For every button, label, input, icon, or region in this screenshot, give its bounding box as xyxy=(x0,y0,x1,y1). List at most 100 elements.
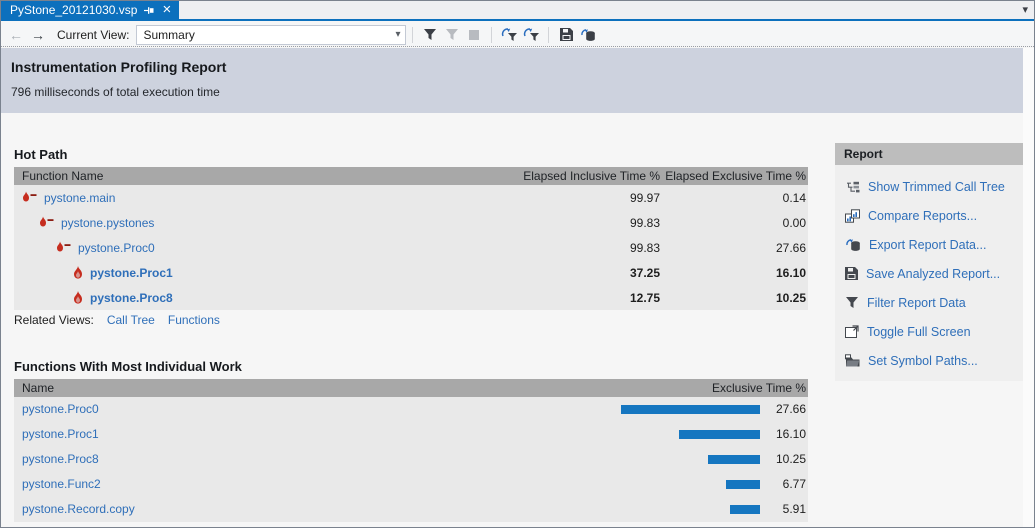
inclusive-value: 37.25 xyxy=(629,265,660,280)
filter-icon xyxy=(845,296,859,309)
function-link[interactable]: pystone.Proc8 xyxy=(90,290,173,305)
hot-path-table: Function Name Elapsed Inclusive Time % E… xyxy=(14,167,808,310)
menu-item-export-report-data[interactable]: Export Report Data... xyxy=(835,230,1023,259)
exclusive-time-bar xyxy=(679,430,760,439)
reapply-filter-icon[interactable] xyxy=(498,25,520,45)
table-row: pystone.Proc8 12.75 10.25 xyxy=(14,285,808,310)
view-selector-dropdown[interactable]: Summary ▾ xyxy=(136,24,407,45)
toolbar-separator xyxy=(548,26,550,43)
individual-work-title: Functions With Most Individual Work xyxy=(14,359,242,374)
forward-button[interactable]: → xyxy=(31,26,45,43)
related-view-functions[interactable]: Functions xyxy=(167,313,220,327)
menu-item-toggle-full-screen[interactable]: Toggle Full Screen xyxy=(835,317,1023,346)
menu-item-show-trimmed-call-tree[interactable]: Show Trimmed Call Tree xyxy=(835,172,1023,201)
table-row: pystone.Proc1 16.10 xyxy=(14,422,808,447)
filter-icon[interactable] xyxy=(419,25,441,45)
table-row: pystone.Proc8 10.25 xyxy=(14,447,808,472)
menu-item-set-symbol-paths[interactable]: Set Symbol Paths... xyxy=(835,346,1023,375)
exclusive-time-bar xyxy=(708,455,760,464)
apply-filter-icon[interactable] xyxy=(520,25,542,45)
export-report-icon[interactable] xyxy=(577,25,599,45)
inclusive-value: 99.83 xyxy=(629,215,660,230)
menu-item-label: Filter Report Data xyxy=(867,295,966,310)
tab-title: PyStone_20121030.vsp xyxy=(10,3,138,17)
flame-dash-icon xyxy=(55,241,72,254)
table-row: pystone.Proc1 37.25 16.10 xyxy=(14,260,808,285)
menu-item-label: Export Report Data... xyxy=(869,237,987,252)
table-row: pystone.Func2 6.77 xyxy=(14,472,808,497)
menu-item-label: Show Trimmed Call Tree xyxy=(868,179,1005,194)
exclusive-value: 16.10 xyxy=(775,427,806,441)
report-panel: Report Show Trimmed Call Tree xyxy=(835,143,1023,381)
function-link[interactable]: pystone.pystones xyxy=(61,215,155,230)
hot-path-table-body: pystone.main 99.97 0.14 pystone.pystones… xyxy=(14,185,808,310)
inclusive-value: 99.83 xyxy=(629,240,660,255)
hot-path-table-header: Function Name Elapsed Inclusive Time % E… xyxy=(14,167,808,185)
report-panel-title: Report xyxy=(835,143,1023,165)
view-selector-value: Summary xyxy=(143,27,195,42)
table-row: pystone.Record.copy 5.91 xyxy=(14,497,808,522)
related-view-call-tree[interactable]: Call Tree xyxy=(106,313,155,327)
flame-dash-icon xyxy=(21,191,38,204)
flame-dash-icon xyxy=(38,216,55,229)
tab-strip: PyStone_20121030.vsp × ▾ xyxy=(1,1,1034,21)
function-link[interactable]: pystone.Proc1 xyxy=(22,427,99,441)
exclusive-value: 5.91 xyxy=(782,502,806,516)
menu-item-save-analyzed-report[interactable]: Save Analyzed Report... xyxy=(835,259,1023,288)
toolbar: ← → Current View: Summary ▾ xyxy=(1,23,1034,47)
column-exclusive-time: Exclusive Time % xyxy=(711,381,806,395)
flame-icon xyxy=(72,291,84,304)
page-title: Instrumentation Profiling Report xyxy=(11,59,227,75)
function-link[interactable]: pystone.Proc8 xyxy=(22,452,99,466)
exclusive-value: 0.14 xyxy=(782,190,806,205)
back-button[interactable]: ← xyxy=(9,26,23,43)
report-header-band: Instrumentation Profiling Report 796 mil… xyxy=(1,48,1023,113)
menu-item-compare-reports[interactable]: Compare Reports... xyxy=(835,201,1023,230)
document-tab[interactable]: PyStone_20121030.vsp × xyxy=(1,0,180,19)
exclusive-value: 16.10 xyxy=(775,265,806,280)
menu-item-label: Set Symbol Paths... xyxy=(868,353,978,368)
toolbar-separator xyxy=(412,26,414,43)
function-link[interactable]: pystone.Proc0 xyxy=(22,402,99,416)
related-views-label: Related Views: xyxy=(14,313,94,327)
column-function-name: Function Name xyxy=(22,169,104,183)
column-inclusive-time: Elapsed Inclusive Time % xyxy=(523,169,660,183)
related-views: Related Views: Call Tree Functions xyxy=(14,313,220,327)
table-row: pystone.Proc0 99.83 27.66 xyxy=(14,235,808,260)
function-link[interactable]: pystone.main xyxy=(44,190,116,205)
dropdown-chevron-icon: ▾ xyxy=(395,29,401,40)
scrollbar-track[interactable] xyxy=(1023,48,1034,527)
save-report-icon[interactable] xyxy=(555,25,577,45)
compare-reports-icon xyxy=(845,208,860,223)
hot-path-title: Hot Path xyxy=(14,147,68,162)
exclusive-value: 6.77 xyxy=(782,477,806,491)
flame-icon xyxy=(72,266,84,279)
stop-icon xyxy=(463,25,485,45)
exclusive-value: 27.66 xyxy=(775,402,806,416)
exclusive-time-bar xyxy=(726,480,760,489)
tab-list-chevron-icon[interactable]: ▾ xyxy=(1022,4,1028,16)
pin-icon[interactable] xyxy=(144,5,155,16)
individual-work-table: Name Exclusive Time % pystone.Proc0 27.6… xyxy=(14,379,808,522)
current-view-label: Current View: xyxy=(57,27,130,42)
individual-work-table-header: Name Exclusive Time % xyxy=(14,379,808,397)
exclusive-value: 27.66 xyxy=(775,240,806,255)
save-icon xyxy=(845,267,858,280)
filter-disabled-icon xyxy=(441,25,463,45)
function-link[interactable]: pystone.Proc1 xyxy=(90,265,173,280)
menu-item-filter-report-data[interactable]: Filter Report Data xyxy=(835,288,1023,317)
full-screen-icon xyxy=(845,325,859,338)
exclusive-time-bar xyxy=(730,505,760,514)
close-icon[interactable]: × xyxy=(162,0,172,18)
menu-item-label: Save Analyzed Report... xyxy=(866,266,1001,281)
individual-work-table-body: pystone.Proc0 27.66 pystone.Proc1 16.10 … xyxy=(14,397,808,522)
column-name: Name xyxy=(22,381,55,395)
function-link[interactable]: pystone.Proc0 xyxy=(78,240,155,255)
export-data-icon xyxy=(845,238,861,252)
toolbar-separator xyxy=(491,26,493,43)
function-link[interactable]: pystone.Func2 xyxy=(22,477,101,491)
function-link[interactable]: pystone.Record.copy xyxy=(22,502,135,516)
column-exclusive-time: Elapsed Exclusive Time % xyxy=(665,169,806,183)
exclusive-value: 10.25 xyxy=(775,290,806,305)
